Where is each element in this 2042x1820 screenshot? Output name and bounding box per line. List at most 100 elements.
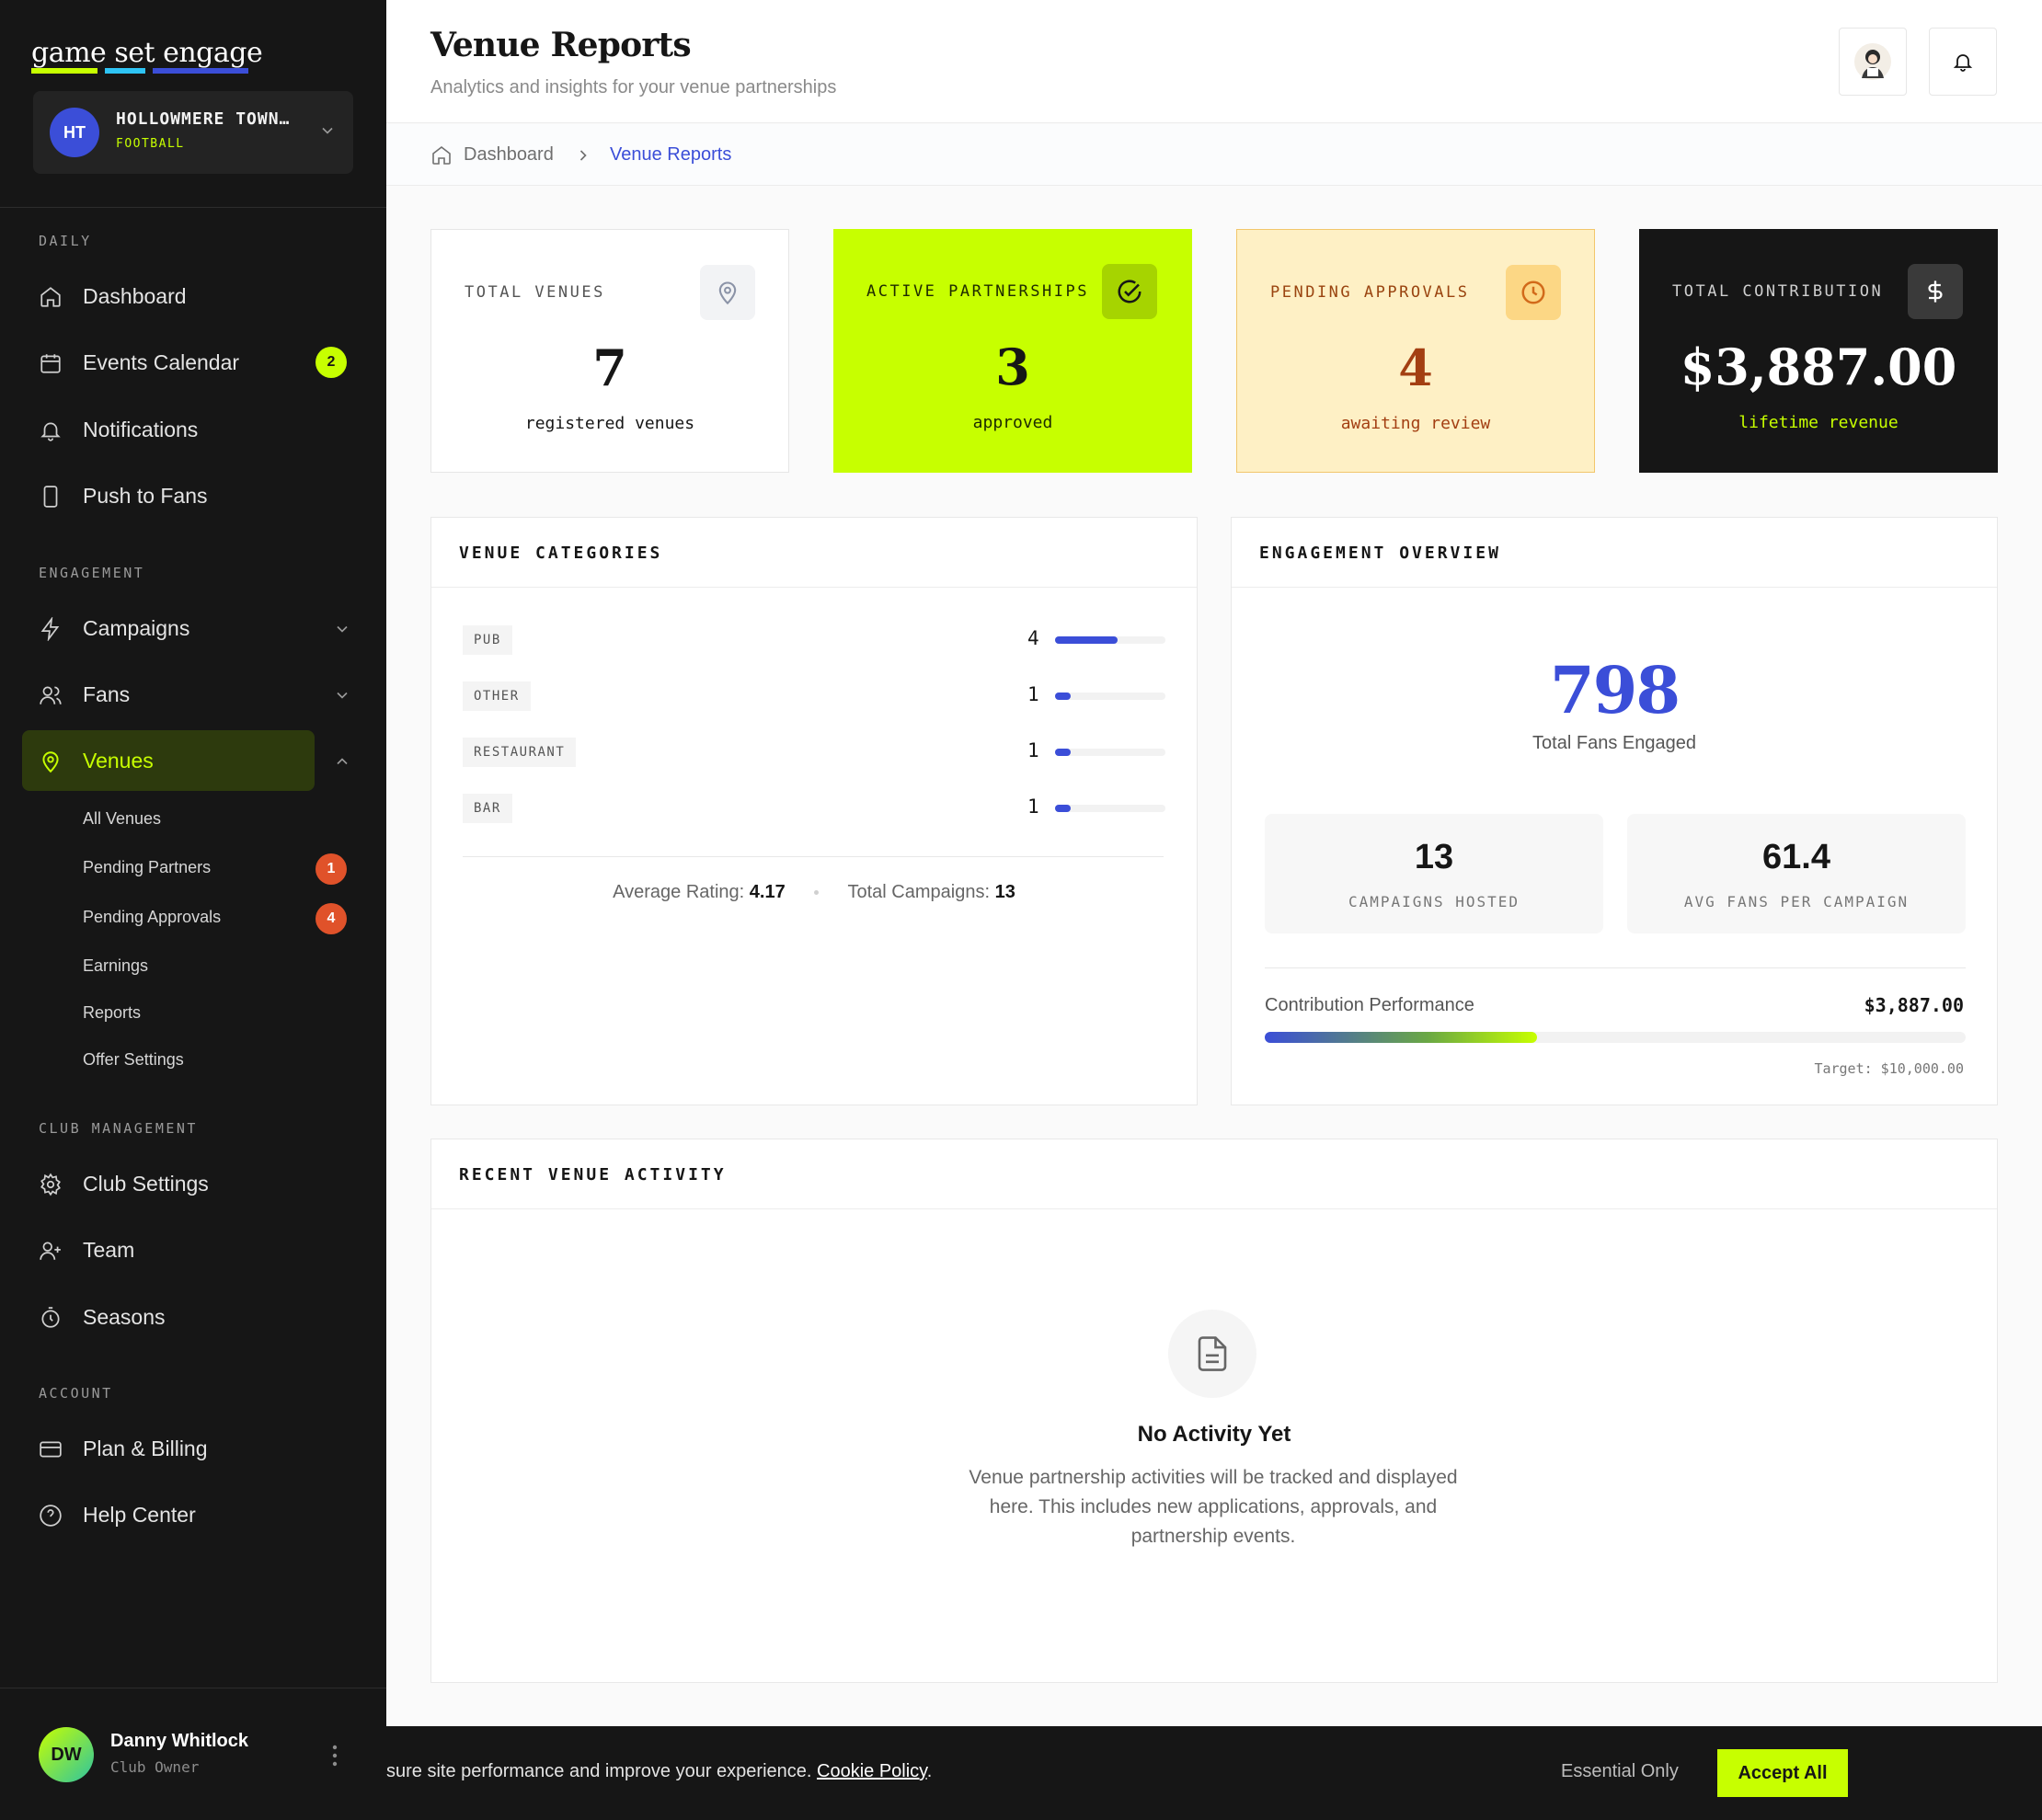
- stat-icon-box: [700, 265, 755, 320]
- breadcrumb: Dashboard Venue Reports: [386, 124, 2042, 186]
- performance-target: Target: $10,000.00: [1814, 1060, 1964, 1077]
- notifications-button[interactable]: [1929, 28, 1997, 96]
- user-role: Club Owner: [110, 1758, 200, 1776]
- sidebar-sub-pending-partners[interactable]: Pending Partners: [83, 858, 212, 876]
- pending-approvals-badge: 4: [315, 903, 347, 934]
- venue-categories-panel: VENUE CATEGORIES PUB 4 OTHER 1 RESTAURAN…: [430, 517, 1198, 1105]
- category-bar-fill: [1055, 749, 1071, 756]
- chevron-down-icon: [337, 692, 348, 699]
- cookie-text: sure site performance and improve your e…: [386, 1761, 932, 1782]
- sidebar-item-label: Campaigns: [83, 616, 190, 640]
- brand-logo[interactable]: game set engage: [31, 37, 263, 74]
- sidebar-item-fans[interactable]: Fans: [22, 664, 348, 725]
- sidebar-item-notifications[interactable]: Notifications: [22, 399, 315, 460]
- sidebar-item-club-settings[interactable]: Club Settings: [22, 1153, 315, 1214]
- essential-only-button[interactable]: Essential Only: [1561, 1761, 1679, 1781]
- category-bar-fill: [1055, 693, 1071, 700]
- performance-progress-track: [1265, 1032, 1966, 1043]
- sidebar-sub-reports[interactable]: Reports: [83, 1003, 142, 1022]
- sidebar-item-label: Dashboard: [83, 284, 187, 308]
- divider: [463, 856, 1164, 857]
- cookie-policy-link[interactable]: Cookie Policy: [817, 1761, 927, 1781]
- accept-all-button[interactable]: Accept All: [1717, 1749, 1848, 1797]
- campaigns-hosted-value: 13: [1414, 838, 1454, 876]
- category-row: PUB 4: [463, 625, 1165, 657]
- stat-label: TOTAL CONTRIBUTION: [1672, 282, 1884, 301]
- profile-avatar-button[interactable]: [1839, 28, 1907, 96]
- category-bar-track: [1055, 749, 1165, 756]
- home-icon[interactable]: [430, 144, 453, 166]
- category-tag: OTHER: [463, 681, 531, 711]
- avg-rating-label: Average Rating:: [613, 882, 745, 902]
- sidebar-item-label: Help Center: [83, 1503, 196, 1527]
- more-vertical-icon[interactable]: [326, 1742, 344, 1769]
- empty-state-icon-box: [1168, 1310, 1256, 1398]
- category-tag: RESTAURANT: [463, 738, 577, 767]
- club-switcher[interactable]: HT HOLLOWMERE TOWN… FOOTBALL: [33, 91, 353, 174]
- users-icon: [40, 686, 62, 704]
- sidebar-item-push-to-fans[interactable]: Push to Fans: [22, 465, 315, 526]
- logo-underline-cyan: [105, 68, 145, 74]
- clock-icon: [1521, 280, 1545, 304]
- stat-value: 3: [995, 338, 1030, 396]
- sidebar: game set engage HT HOLLOWMERE TOWN… FOOT…: [0, 0, 386, 1820]
- sidebar-item-dashboard[interactable]: Dashboard: [22, 266, 315, 326]
- category-count: 1: [1027, 796, 1039, 818]
- category-tag: BAR: [463, 794, 512, 823]
- club-avatar: HT: [50, 108, 99, 157]
- user-profile: DW Danny Whitlock Club Owner: [0, 1688, 386, 1820]
- sidebar-sub-pending-approvals[interactable]: Pending Approvals: [83, 908, 222, 926]
- cookie-period: .: [926, 1761, 933, 1781]
- sidebar-item-events-calendar[interactable]: Events Calendar 2: [22, 332, 347, 393]
- sidebar-item-help-center[interactable]: Help Center: [22, 1484, 315, 1545]
- check-circle-icon: [1118, 280, 1141, 303]
- sidebar-item-label: Events Calendar: [83, 350, 240, 374]
- sidebar-sub-earnings[interactable]: Earnings: [83, 956, 149, 975]
- sidebar-item-label: Push to Fans: [83, 484, 208, 508]
- map-pin-icon: [718, 281, 737, 305]
- lightning-icon: [40, 617, 60, 641]
- sidebar-item-label: Club Settings: [83, 1172, 209, 1196]
- sidebar-item-plan-billing[interactable]: Plan & Billing: [22, 1418, 315, 1479]
- performance-label: Contribution Performance: [1265, 995, 1474, 1015]
- stat-icon-box: [1102, 264, 1157, 319]
- cookie-banner: sure site performance and improve your e…: [386, 1726, 2042, 1820]
- category-count: 1: [1027, 739, 1039, 761]
- avg-fans-label: AVG FANS PER CAMPAIGN: [1683, 893, 1910, 910]
- stopwatch-icon: [41, 1307, 60, 1328]
- sidebar-item-seasons[interactable]: Seasons: [22, 1287, 315, 1347]
- sidebar-sub-offer-settings[interactable]: Offer Settings: [83, 1050, 184, 1069]
- sidebar-item-label: Notifications: [83, 418, 199, 441]
- home-icon: [40, 287, 61, 307]
- empty-state-title: No Activity Yet: [1137, 1422, 1291, 1447]
- sidebar-item-venues[interactable]: Venues: [22, 730, 348, 791]
- gear-icon: [40, 1173, 61, 1196]
- stat-sub: awaiting review: [1340, 414, 1491, 433]
- category-tag: PUB: [463, 625, 512, 655]
- user-plus-icon: [40, 1242, 61, 1260]
- stat-label: ACTIVE PARTNERSHIPS: [866, 282, 1089, 301]
- category-bar-track: [1055, 805, 1165, 812]
- stat-value: 7: [592, 338, 627, 397]
- total-fans-label: Total Fans Engaged: [1532, 733, 1696, 753]
- section-label-daily: DAILY: [39, 233, 92, 249]
- breadcrumb-dashboard-link[interactable]: Dashboard: [464, 144, 554, 165]
- panel-header: RECENT VENUE ACTIVITY: [431, 1139, 1997, 1209]
- avg-fans-value: 61.4: [1762, 838, 1830, 876]
- page-title: Venue Reports: [430, 26, 692, 64]
- stat-card-total-venues: TOTAL VENUES 7 registered venues: [430, 229, 789, 473]
- sidebar-sub-all-venues[interactable]: All Venues: [83, 809, 162, 828]
- sidebar-item-label: Team: [83, 1238, 135, 1262]
- panel-title: ENGAGEMENT OVERVIEW: [1259, 544, 1501, 563]
- sidebar-item-team[interactable]: Team: [22, 1219, 315, 1280]
- sidebar-item-campaigns[interactable]: Campaigns: [22, 598, 348, 658]
- logo-text: game set engage: [31, 37, 263, 69]
- stat-sub: registered venues: [524, 414, 695, 433]
- separator-dot: [814, 890, 820, 896]
- sidebar-item-label: Fans: [83, 682, 131, 706]
- empty-state-text: Venue partnership activities will be tra…: [969, 1467, 1458, 1547]
- map-pin-icon: [42, 751, 59, 773]
- stat-card-total-contribution: TOTAL CONTRIBUTION $3,887.00 lifetime re…: [1639, 229, 1998, 473]
- section-label-club-management: CLUB MANAGEMENT: [39, 1120, 198, 1137]
- performance-progress-fill: [1265, 1032, 1538, 1043]
